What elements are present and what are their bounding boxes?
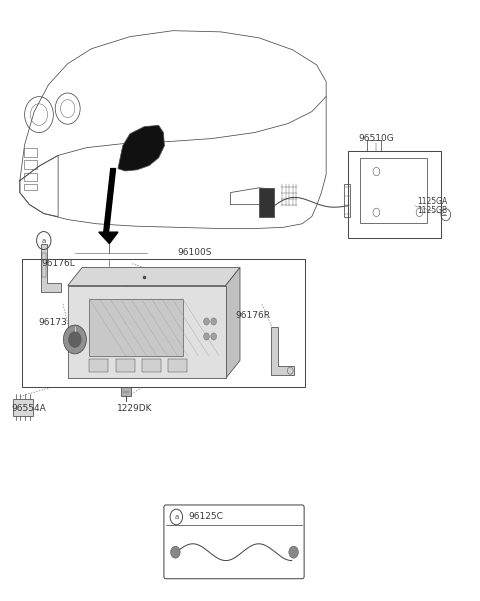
Bar xyxy=(24,148,37,157)
Text: 96176L: 96176L xyxy=(41,258,75,267)
Bar xyxy=(360,159,427,222)
Circle shape xyxy=(211,318,216,325)
Text: 96173: 96173 xyxy=(38,319,67,328)
Polygon shape xyxy=(99,232,118,243)
Bar xyxy=(89,359,108,373)
Text: 96176R: 96176R xyxy=(235,311,270,320)
Text: 96510G: 96510G xyxy=(359,135,395,144)
Circle shape xyxy=(204,318,209,325)
Circle shape xyxy=(204,333,209,340)
Bar xyxy=(168,359,187,373)
Text: 96100S: 96100S xyxy=(178,248,212,257)
Text: 96560F: 96560F xyxy=(106,288,140,297)
Bar xyxy=(348,151,441,237)
Text: 1125GB: 1125GB xyxy=(417,206,447,215)
Bar xyxy=(24,160,37,169)
Bar xyxy=(24,184,37,190)
Text: 96554A: 96554A xyxy=(11,404,46,413)
Bar xyxy=(89,299,182,356)
Polygon shape xyxy=(41,243,60,291)
Text: 96125C: 96125C xyxy=(189,511,224,520)
Bar xyxy=(24,173,37,180)
Circle shape xyxy=(69,332,81,347)
Text: a: a xyxy=(174,514,179,520)
Bar xyxy=(121,388,131,397)
Polygon shape xyxy=(271,328,294,376)
Bar xyxy=(12,399,33,416)
Polygon shape xyxy=(68,267,240,285)
Circle shape xyxy=(211,333,216,340)
Circle shape xyxy=(170,546,180,558)
Bar xyxy=(344,183,349,216)
Text: 1125GA: 1125GA xyxy=(417,197,447,206)
Circle shape xyxy=(289,546,299,558)
Text: 1229DK: 1229DK xyxy=(117,404,152,413)
Polygon shape xyxy=(104,169,116,233)
Bar xyxy=(142,359,161,373)
Bar xyxy=(68,285,226,379)
Bar xyxy=(42,252,46,276)
Bar xyxy=(22,258,305,388)
Text: a: a xyxy=(42,237,46,243)
Polygon shape xyxy=(226,267,240,379)
Circle shape xyxy=(63,325,86,354)
Bar xyxy=(259,188,275,216)
Polygon shape xyxy=(118,126,164,171)
Bar xyxy=(116,359,135,373)
